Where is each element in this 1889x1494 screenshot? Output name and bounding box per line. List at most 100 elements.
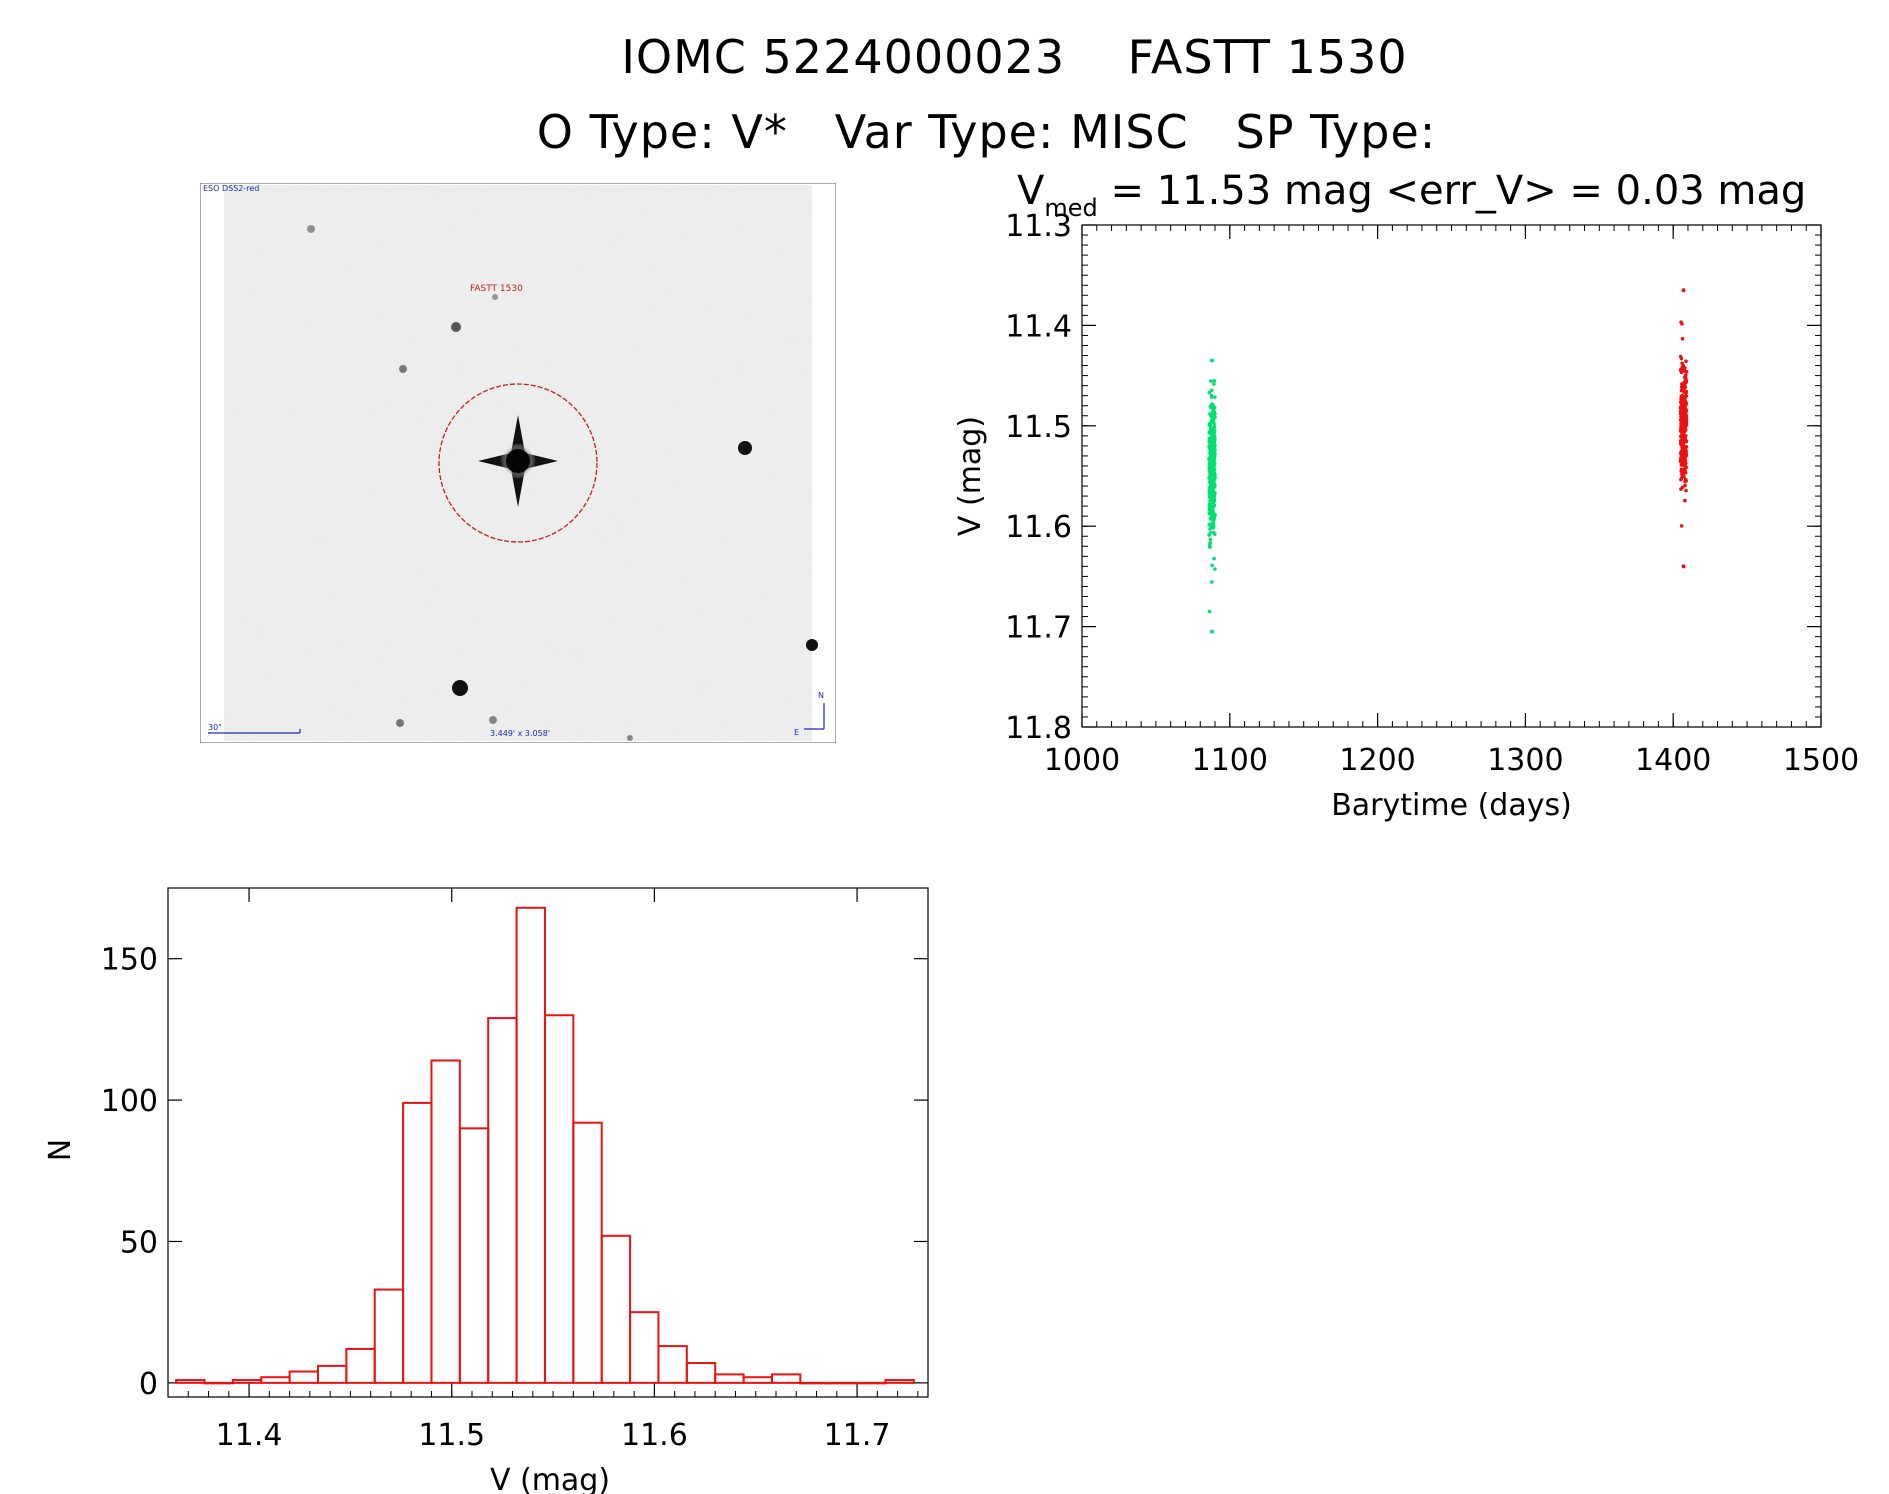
light-curve-point xyxy=(1210,580,1214,584)
light-curve-series-1 xyxy=(1207,358,1217,634)
light-curve-point xyxy=(1208,530,1213,535)
chart-title: IOMC 5224000023 FASTT 1530 xyxy=(621,30,1408,84)
light-curve-point xyxy=(1209,379,1213,383)
light-curve-point xyxy=(1680,414,1685,419)
light-curve-point xyxy=(1208,537,1213,542)
light-curve-point xyxy=(1684,373,1688,377)
light-curve-point xyxy=(1212,379,1217,383)
light-curve-point xyxy=(1210,443,1215,448)
light-curve-point xyxy=(1207,609,1212,614)
chart-subtitle: O Type: V* Var Type: MISC SP Type: xyxy=(536,105,1437,159)
light-curve-point xyxy=(1684,488,1688,493)
histogram-y-tick-label: 50 xyxy=(120,1225,158,1260)
light-curve-point xyxy=(1210,402,1215,407)
histogram-bar xyxy=(827,1381,859,1385)
light-curve-y-tick-label: 11.3 xyxy=(1005,209,1072,244)
histogram-bar xyxy=(345,1347,376,1384)
light-curve-point xyxy=(1207,522,1212,527)
light-curve-point xyxy=(1209,415,1214,419)
light-curve-y-tick-label: 11.7 xyxy=(1005,611,1072,646)
light-curve-point xyxy=(1681,418,1686,423)
light-curve-point xyxy=(1681,405,1686,410)
light-curve-point xyxy=(1684,378,1689,383)
light-curve-point xyxy=(1678,354,1683,359)
histogram-x-tick-label: 11.6 xyxy=(621,1418,688,1453)
histogram-bar xyxy=(629,1311,660,1384)
histogram-bar xyxy=(884,1379,915,1384)
light-curve-point xyxy=(1207,436,1212,441)
light-curve-point xyxy=(1678,458,1683,462)
light-curve-y-axis-label: V (mag) xyxy=(953,416,988,536)
light-curve-point xyxy=(1210,563,1214,568)
light-curve-point xyxy=(1208,485,1212,490)
light-curve-point xyxy=(1212,497,1217,502)
histogram-bar xyxy=(316,1364,348,1384)
light-curve-point xyxy=(1683,395,1688,400)
light-curve-point xyxy=(1680,433,1684,437)
light-curve-point xyxy=(1211,480,1215,485)
light-curve-x-tick-label: 1500 xyxy=(1783,743,1859,778)
light-curve-y-tick-label: 11.5 xyxy=(1005,410,1072,445)
light-curve-point xyxy=(1213,567,1217,571)
compass-icon xyxy=(804,703,825,730)
light-curve-series-2 xyxy=(1678,288,1689,569)
light-curve-point xyxy=(1680,397,1684,402)
light-curve-point xyxy=(1680,322,1684,326)
histogram-bar xyxy=(373,1288,405,1384)
histogram-bar xyxy=(856,1381,887,1385)
light-curve-point xyxy=(1679,524,1684,528)
finder-chart-image: ESO DSS2-red FASTT 1530 30" 3.449' x 3.0… xyxy=(200,183,836,743)
light-curve-point xyxy=(1208,464,1213,468)
light-curve-point xyxy=(1210,510,1215,515)
light-curve-x-axis-label: Barytime (days) xyxy=(1331,788,1572,823)
light-curve-point xyxy=(1209,458,1214,463)
light-curve-y-tick-label: 11.6 xyxy=(1005,510,1072,545)
light-curve-point xyxy=(1209,517,1214,522)
light-curve-point xyxy=(1208,469,1213,473)
histogram-bar xyxy=(175,1379,206,1384)
histogram-bar xyxy=(458,1127,490,1384)
light-curve-point xyxy=(1682,425,1686,429)
histogram-y-axis-label: N xyxy=(43,1139,78,1161)
light-curve-point xyxy=(1212,424,1217,429)
light-curve-point xyxy=(1207,430,1212,435)
compass-north-label: N xyxy=(818,691,824,700)
light-curve-point xyxy=(1209,393,1214,398)
light-curve-x-tick-label: 1100 xyxy=(1192,743,1268,778)
light-curve-point xyxy=(1212,430,1216,435)
light-curve-y-tick-label: 11.8 xyxy=(1005,711,1072,746)
histogram-bar xyxy=(487,1017,518,1384)
light-curve-point xyxy=(1208,440,1212,445)
light-curve-point xyxy=(1679,388,1684,393)
light-curve-point xyxy=(1680,361,1684,366)
light-curve-point xyxy=(1211,526,1215,530)
light-curve-point xyxy=(1212,421,1216,426)
light-curve-point xyxy=(1684,454,1688,458)
light-curve-point xyxy=(1683,498,1687,503)
histogram-x-tick-label: 11.4 xyxy=(216,1418,283,1453)
light-curve-point xyxy=(1681,288,1686,293)
light-curve-point xyxy=(1208,450,1212,455)
finder-survey-label: ESO DSS2-red xyxy=(203,184,259,193)
light-curve-point xyxy=(1681,564,1686,569)
light-curve-point xyxy=(1683,479,1687,484)
light-curve-point xyxy=(1209,388,1214,393)
light-curve-point xyxy=(1680,473,1685,478)
light-curve-point xyxy=(1207,445,1212,449)
light-curve-point xyxy=(1681,411,1685,416)
light-curve-point xyxy=(1208,542,1212,546)
light-curve-y-tick-label: 11.4 xyxy=(1005,309,1072,344)
finder-target-label: FASTT 1530 xyxy=(470,284,523,294)
histogram-frame xyxy=(167,887,929,1398)
histogram-bar xyxy=(600,1234,632,1384)
light-curve-point xyxy=(1682,386,1686,391)
finder-fov-label: 3.449' x 3.058' xyxy=(490,729,550,738)
light-curve-point xyxy=(1683,457,1687,462)
light-curve-x-tick-label: 1300 xyxy=(1487,743,1563,778)
histogram-bar xyxy=(543,1014,575,1384)
light-curve-point xyxy=(1678,406,1683,410)
histogram-bar xyxy=(657,1345,688,1384)
light-curve-point xyxy=(1679,487,1683,491)
